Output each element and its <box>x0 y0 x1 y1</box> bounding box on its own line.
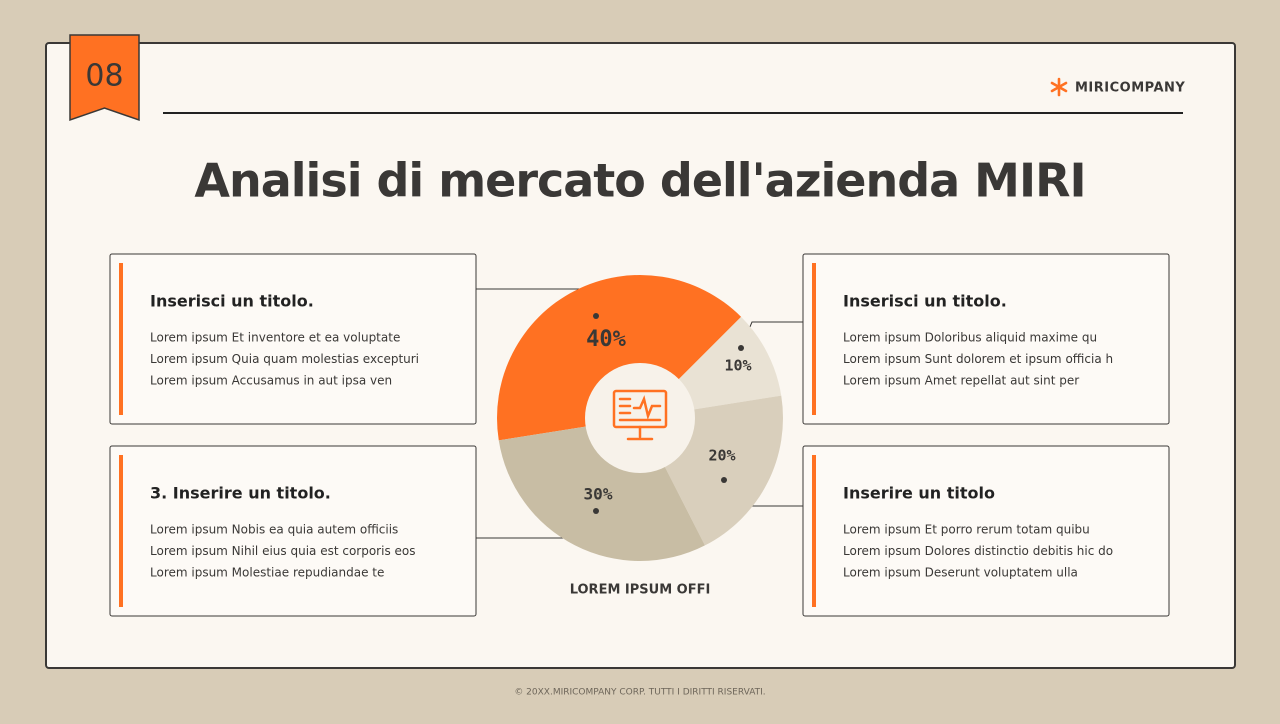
chart-caption: LOREM IPSUM OFFI <box>570 583 711 598</box>
box-line: Lorem ipsum Et porro rerum totam quibu <box>843 523 1090 537</box>
text-box <box>109 253 477 425</box>
badge-shape <box>69 34 140 122</box>
connector-dots <box>593 313 744 514</box>
accent-bar <box>119 455 123 607</box>
boxes: Inserisci un titolo. Lorem ipsum Et inven… <box>109 253 1170 617</box>
pie-slice <box>497 275 742 441</box>
monitor-icon <box>612 389 668 441</box>
box-line: Lorem ipsum Nobis ea quia autem officiis <box>150 523 398 537</box>
box-line: Lorem ipsum Amet repellat aut sint per <box>843 374 1079 388</box>
box-line: Lorem ipsum Nihil eius quia est corporis… <box>150 544 416 558</box>
logo: MIRICOMPANY <box>1075 81 1185 96</box>
footer: © 20XX.MIRICOMPANY CORP. TUTTI I DIRITTI… <box>514 688 765 698</box>
accent-bar <box>812 455 816 607</box>
accent-bar <box>812 263 816 415</box>
box-line: Lorem ipsum Accusamus in aut ipsa ven <box>150 374 392 388</box>
box-line: Lorem ipsum Dolores distinctio debitis h… <box>843 544 1113 558</box>
box-line: Lorem ipsum Sunt dolorem et ipsum offici… <box>843 352 1113 366</box>
text-box <box>802 253 1170 425</box>
pie-center <box>585 363 695 473</box>
box-line: Lorem ipsum Quia quam molestias exceptur… <box>150 352 419 366</box>
accent-bar <box>119 263 123 415</box>
text-box <box>109 445 477 617</box>
box-line: Lorem ipsum Deserunt voluptatem ulla <box>843 566 1078 580</box>
value-label: 10% <box>724 357 751 375</box>
value-label: 20% <box>708 447 735 465</box>
value-label: 40% <box>586 327 626 352</box>
value-label: 30% <box>584 485 613 504</box>
box-line: Lorem ipsum Doloribus aliquid maxime qu <box>843 331 1097 345</box>
box-title: Inserire un titolo <box>843 484 995 503</box>
logo-icon <box>1050 77 1068 97</box>
box-title: Inserisci un titolo. <box>150 292 314 311</box>
box-title: Inserisci un titolo. <box>843 292 1007 311</box>
text-box <box>802 445 1170 617</box>
badge-number: 08 <box>85 59 123 94</box>
box-line: Lorem ipsum Molestiae repudiandae te <box>150 566 384 580</box>
box-title: 3. Inserire un titolo. <box>150 484 331 503</box>
title: Analisi di mercato dell'azienda MIRI <box>194 154 1085 208</box>
box-line: Lorem ipsum Et inventore et ea voluptate <box>150 331 400 345</box>
